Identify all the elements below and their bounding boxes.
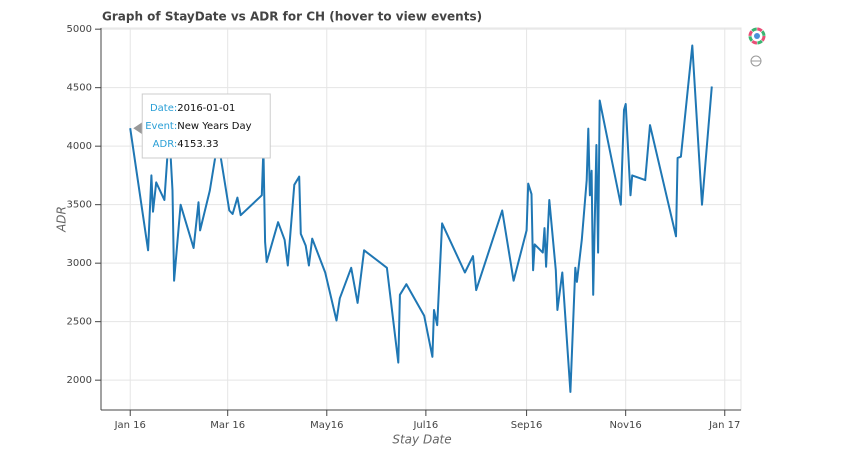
y-tick-label: 2500 bbox=[67, 317, 92, 328]
tooltip-arrow bbox=[133, 122, 143, 135]
logo-center bbox=[754, 33, 760, 39]
y-tick-label: 2000 bbox=[67, 375, 92, 386]
hover-tool[interactable] bbox=[750, 55, 762, 67]
tooltip-key: ADR: bbox=[153, 139, 178, 150]
x-tick-label: Nov16 bbox=[610, 420, 642, 431]
tooltip-box bbox=[141, 93, 271, 159]
toolbar-logo[interactable] bbox=[748, 27, 766, 45]
tooltip-key: Event: bbox=[145, 121, 177, 132]
y-tick-label: 4000 bbox=[67, 141, 92, 152]
tooltip-value: New Years Day bbox=[177, 121, 251, 132]
chart-title: Graph of StayDate vs ADR for CH (hover t… bbox=[102, 10, 482, 24]
tooltip-value: 2016-01-01 bbox=[177, 103, 235, 114]
y-axis-label: ADR bbox=[55, 206, 69, 233]
y-tick-label: 4500 bbox=[67, 83, 92, 94]
x-tick-label: Sep16 bbox=[511, 420, 543, 431]
logo-ring bbox=[748, 27, 766, 45]
x-tick-label: May16 bbox=[310, 420, 343, 431]
x-tick-label: Jan 16 bbox=[114, 420, 146, 431]
tooltip-value: 4153.33 bbox=[177, 139, 218, 150]
y-tick-label: 3000 bbox=[67, 258, 92, 269]
x-tick-label: Jul16 bbox=[412, 420, 438, 431]
x-axis-label: Stay Date bbox=[392, 433, 451, 447]
y-tick-label: 5000 bbox=[67, 24, 92, 35]
x-tick-label: Jan 17 bbox=[708, 420, 740, 431]
y-tick-label: 3500 bbox=[67, 200, 92, 211]
data-line bbox=[129, 44, 713, 393]
x-tick-label: Mar 16 bbox=[210, 420, 245, 431]
tooltip-key: Date: bbox=[150, 103, 177, 114]
